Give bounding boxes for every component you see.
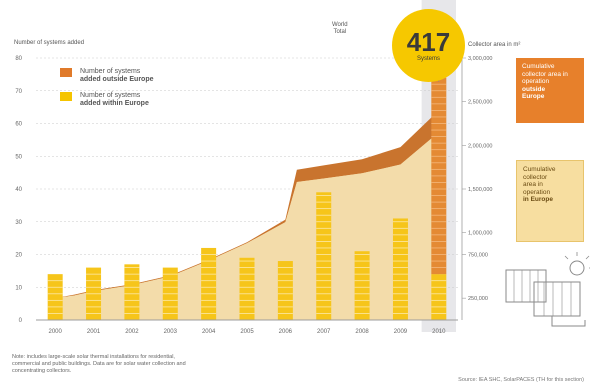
- bar-within-europe: [124, 264, 140, 320]
- footnote: Note: includes large-scale solar thermal…: [12, 354, 312, 375]
- legend-within-line2: added within Europe: [80, 100, 149, 107]
- solar-panel-icon: [533, 281, 581, 317]
- legend-item-within: Number of systems added within Europe: [60, 92, 154, 108]
- callout-outside-bold: outside: [522, 85, 546, 93]
- world-total-line1: World: [332, 22, 348, 28]
- x-tick-label: 2001: [87, 329, 101, 335]
- y2-tick-label: 750,000: [468, 253, 488, 259]
- callout-outside-europe: Cumulative collector area in operation o…: [516, 58, 584, 123]
- callout-europe-line3: area in: [523, 181, 543, 188]
- world-total-bubble: 417 Systems: [392, 9, 465, 82]
- legend-swatch-within: [60, 92, 72, 101]
- right-axis-title: Collector area in m²: [468, 42, 521, 48]
- x-tick-label: 2005: [240, 329, 254, 335]
- x-tick-label: 2003: [164, 329, 178, 335]
- y-tick-label: 0: [19, 318, 23, 324]
- world-total-value: 417: [406, 26, 451, 57]
- y-tick-label: 40: [15, 187, 22, 193]
- callout-in-europe: Cumulative collector area in operation i…: [516, 160, 584, 242]
- solar-panel-icon: [505, 269, 547, 303]
- x-tick-label: 2006: [279, 329, 293, 335]
- callout-europe-bold: in Europe: [523, 196, 553, 203]
- footnote-line2: commercial and public buildings. Data ar…: [12, 361, 186, 367]
- x-tick-label: 2004: [202, 329, 216, 335]
- callout-europe-line4: operation: [523, 188, 551, 196]
- sun-ray: [585, 255, 590, 260]
- sun-ray: [564, 255, 569, 260]
- callout-outside-line2: collector area in: [522, 70, 568, 78]
- bar-within-europe: [47, 274, 63, 320]
- world-total-unit: Systems: [416, 55, 440, 62]
- y-tick-label: 20: [15, 253, 22, 259]
- x-tick-label: 2007: [317, 329, 331, 335]
- y-tick-label: 70: [15, 89, 22, 95]
- y-tick-label: 10: [15, 285, 22, 291]
- left-axis-title: Number of systems added: [14, 40, 85, 46]
- area-in-europe-overlay: [55, 132, 439, 320]
- legend-within-line1: Number of systems: [80, 92, 141, 99]
- bar-within-europe: [316, 192, 332, 320]
- source-note: Source: IEA SHC, SolarPACES (TH for this…: [458, 377, 584, 383]
- footnote-line1: Note: includes large-scale solar thermal…: [12, 354, 175, 360]
- x-tick-label: 2009: [394, 329, 408, 335]
- bar-within-europe: [354, 251, 370, 320]
- callout-outside-last: Europe: [522, 93, 545, 100]
- pipe-icon: [551, 316, 586, 327]
- y-tick-label: 30: [15, 220, 22, 226]
- y2-tick-label: 3,000,000: [468, 56, 492, 62]
- bar-within-europe: [392, 218, 408, 320]
- callout-europe-line2: collector: [523, 173, 548, 181]
- x-tick-label: 2010: [432, 329, 446, 335]
- callout-europe-line1: Cumulative: [523, 166, 556, 173]
- y2-tick-label: 1,500,000: [468, 187, 492, 193]
- sun-icon: [569, 260, 585, 276]
- legend-swatch-outside: [60, 68, 72, 77]
- world-total-line2: Total: [333, 29, 347, 35]
- bar-within-europe: [201, 247, 217, 320]
- x-tick-label: 2002: [125, 329, 139, 335]
- y2-tick-label: 2,000,000: [468, 143, 492, 149]
- y2-tick-label: 250,000: [468, 296, 488, 302]
- x-tick-label: 2008: [355, 329, 369, 335]
- y2-tick-label: 2,500,000: [468, 100, 492, 106]
- y-tick-label: 80: [15, 56, 22, 62]
- footnote-line3: concentrating collectors.: [12, 368, 72, 374]
- callout-outside-line3: operation: [522, 78, 550, 85]
- y-tick-label: 60: [15, 122, 22, 128]
- legend-item-outside: Number of systems added outside Europe: [60, 68, 154, 84]
- y2-tick-label: 1,000,000: [468, 231, 492, 237]
- legend: Number of systems added outside Europe N…: [60, 68, 154, 116]
- bar-within-europe: [431, 274, 447, 320]
- bar-within-europe: [277, 261, 293, 320]
- callout-outside-line1: Cumulative: [522, 63, 555, 70]
- world-total-label: World Total: [332, 22, 348, 36]
- bar-within-europe: [239, 257, 255, 320]
- x-tick-label: 2000: [49, 329, 63, 335]
- legend-outside-line2: added outside Europe: [80, 76, 154, 83]
- y-tick-label: 50: [15, 154, 22, 160]
- legend-outside-line1: Number of systems: [80, 68, 141, 75]
